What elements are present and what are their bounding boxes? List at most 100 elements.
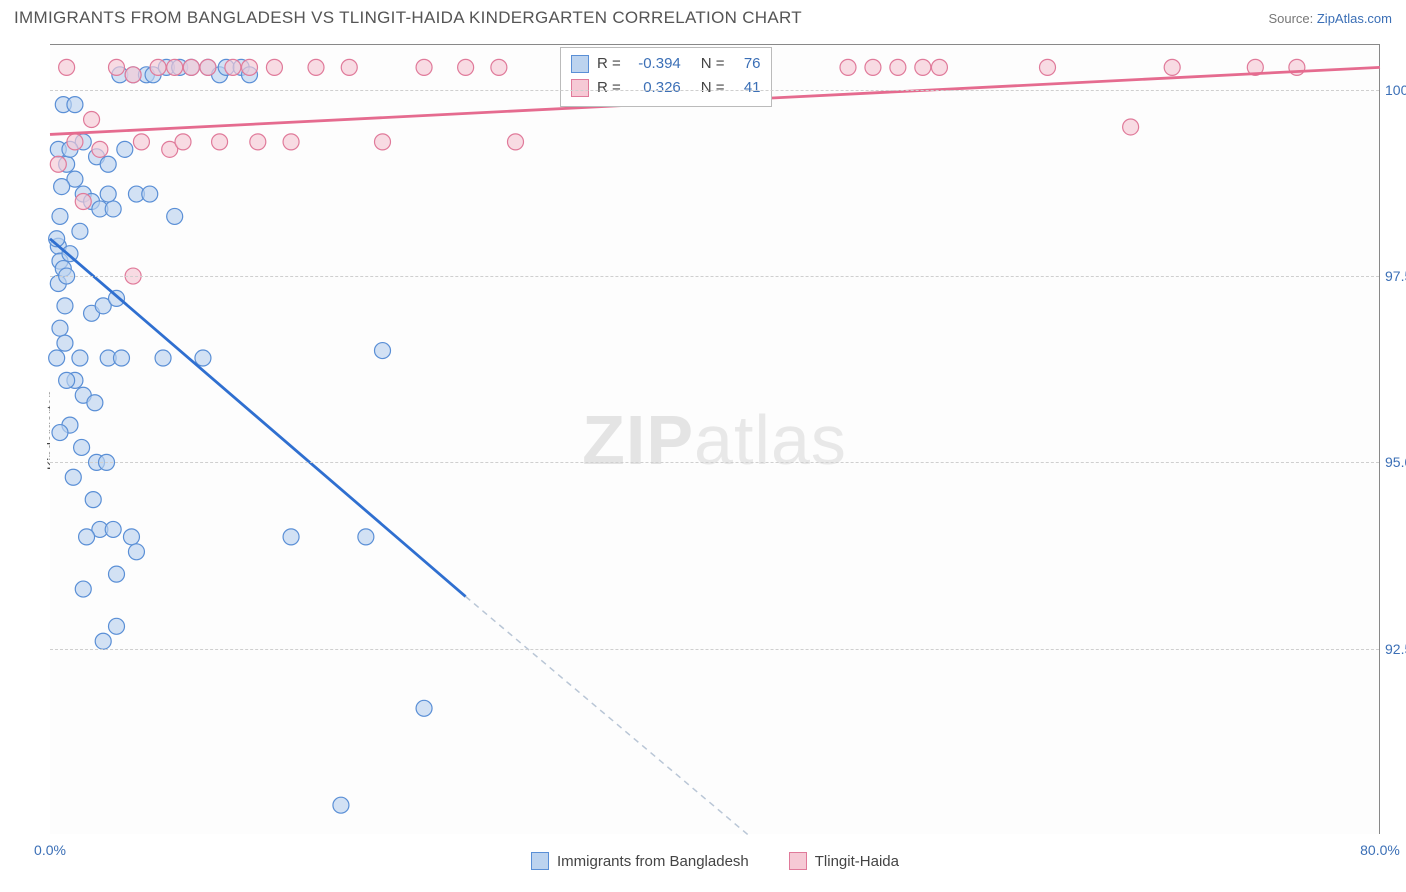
data-point	[52, 208, 68, 224]
data-point	[50, 156, 66, 172]
data-point	[491, 59, 507, 75]
data-point	[95, 633, 111, 649]
gridline	[50, 276, 1379, 277]
stats-legend-row: R =0.326N =41	[571, 76, 761, 100]
data-point	[333, 797, 349, 813]
stats-legend: R =-0.394N =76R =0.326N =41	[560, 47, 772, 107]
y-tick-label: 97.5%	[1385, 268, 1406, 284]
data-point	[85, 492, 101, 508]
bottom-legend-item: Tlingit-Haida	[789, 852, 899, 870]
y-tick-label: 92.5%	[1385, 641, 1406, 657]
legend-n-value: 76	[735, 52, 761, 76]
legend-swatch	[789, 852, 807, 870]
data-point	[109, 618, 125, 634]
plot-area: ZIPatlas R =-0.394N =76R =0.326N =41 92.…	[50, 44, 1380, 834]
data-point	[458, 59, 474, 75]
data-point	[75, 581, 91, 597]
data-point	[150, 59, 166, 75]
data-point	[74, 439, 90, 455]
data-point	[1040, 59, 1056, 75]
data-point	[117, 141, 133, 157]
data-point	[155, 350, 171, 366]
data-point	[84, 112, 100, 128]
data-point	[109, 566, 125, 582]
data-point	[865, 59, 881, 75]
data-point	[840, 59, 856, 75]
data-point	[508, 134, 524, 150]
chart-header: IMMIGRANTS FROM BANGLADESH VS TLINGIT-HA…	[0, 0, 1406, 32]
legend-swatch	[571, 79, 589, 97]
data-point	[133, 134, 149, 150]
data-point	[416, 700, 432, 716]
data-point	[1123, 119, 1139, 135]
data-point	[890, 59, 906, 75]
data-point	[375, 134, 391, 150]
bottom-legend-label: Immigrants from Bangladesh	[557, 853, 749, 870]
data-point	[72, 223, 88, 239]
data-point	[200, 59, 216, 75]
legend-r-label: R =	[597, 76, 621, 100]
data-point	[65, 469, 81, 485]
data-point	[128, 544, 144, 560]
data-point	[195, 350, 211, 366]
data-point	[67, 134, 83, 150]
data-point	[167, 59, 183, 75]
data-point	[75, 194, 91, 210]
data-point	[87, 395, 103, 411]
data-point	[57, 298, 73, 314]
legend-n-label: N =	[701, 52, 725, 76]
data-point	[123, 529, 139, 545]
data-point	[79, 529, 95, 545]
data-point	[92, 141, 108, 157]
source-link[interactable]: ZipAtlas.com	[1317, 11, 1392, 26]
trend-line	[50, 239, 466, 597]
data-point	[167, 208, 183, 224]
data-point	[105, 201, 121, 217]
data-point	[109, 59, 125, 75]
data-point	[915, 59, 931, 75]
data-point	[57, 335, 73, 351]
data-point	[105, 521, 121, 537]
y-tick-label: 100.0%	[1385, 82, 1406, 98]
data-point	[358, 529, 374, 545]
gridline	[50, 462, 1379, 463]
legend-swatch	[531, 852, 549, 870]
gridline	[50, 90, 1379, 91]
legend-r-value: 0.326	[631, 76, 681, 100]
data-point	[375, 343, 391, 359]
data-point	[100, 156, 116, 172]
data-point	[931, 59, 947, 75]
data-point	[250, 134, 266, 150]
data-point	[341, 59, 357, 75]
data-point	[212, 134, 228, 150]
chart-source: Source: ZipAtlas.com	[1268, 11, 1392, 26]
data-point	[308, 59, 324, 75]
data-point	[283, 529, 299, 545]
legend-swatch	[571, 55, 589, 73]
legend-r-value: -0.394	[631, 52, 681, 76]
data-point	[125, 67, 141, 83]
bottom-legend: Immigrants from Bangladesh Tlingit-Haida	[50, 852, 1380, 870]
legend-r-label: R =	[597, 52, 621, 76]
data-point	[52, 320, 68, 336]
bottom-legend-item: Immigrants from Bangladesh	[531, 852, 749, 870]
data-point	[54, 179, 70, 195]
data-point	[100, 186, 116, 202]
data-point	[113, 350, 129, 366]
data-point	[1164, 59, 1180, 75]
data-point	[67, 97, 83, 113]
legend-n-value: 41	[735, 76, 761, 100]
data-point	[142, 186, 158, 202]
data-point	[52, 425, 68, 441]
data-point	[183, 59, 199, 75]
scatter-svg	[50, 45, 1379, 834]
bottom-legend-label: Tlingit-Haida	[815, 853, 899, 870]
data-point	[59, 59, 75, 75]
data-point	[175, 134, 191, 150]
data-point	[49, 350, 65, 366]
data-point	[225, 59, 241, 75]
data-point	[242, 59, 258, 75]
data-point	[72, 350, 88, 366]
data-point	[266, 59, 282, 75]
data-point	[59, 372, 75, 388]
